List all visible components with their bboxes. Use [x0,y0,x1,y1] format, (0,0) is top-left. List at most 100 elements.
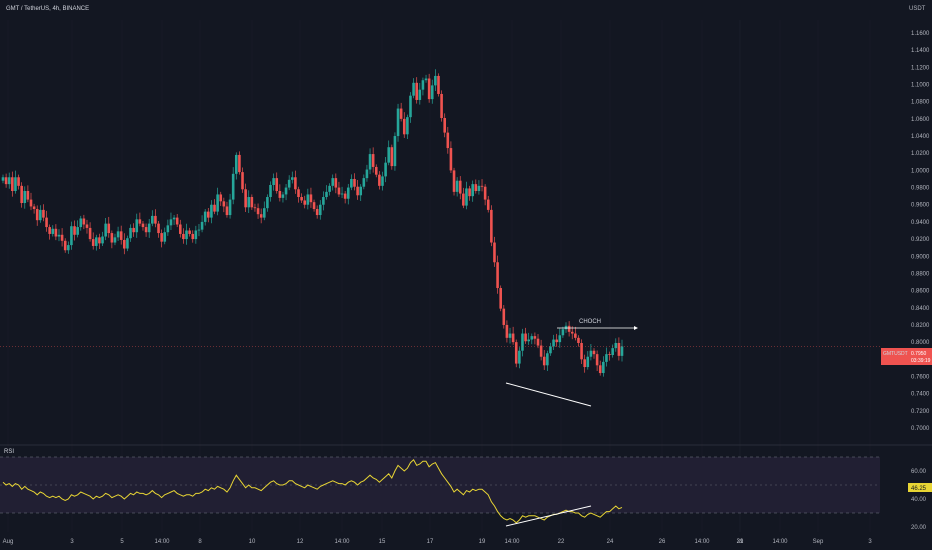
time-tick-label: 31 [737,539,744,545]
candle-body [343,193,347,199]
candle-body [368,154,372,170]
candle-body [70,226,73,246]
badge-price: 0.7950 [911,351,927,357]
candle-body [605,354,608,362]
time-tick-label: 14:00 [504,539,520,545]
candle-body [353,178,356,187]
candle-body [518,350,521,364]
candle-body [4,177,8,185]
candle-body [362,178,366,187]
price-tick-label: 0.8400 [911,306,930,312]
candle-body [346,187,350,199]
rsi-axis[interactable]: 60.00 40.00 20.00 [911,469,927,531]
candle-body [539,345,543,357]
rsi-trendline[interactable] [505,505,592,527]
candle-body [197,229,201,231]
candle-body [250,197,254,208]
candle-body [536,338,540,346]
candle-body [241,172,244,190]
candle-body [598,365,602,374]
candle-body [51,228,55,234]
candle-body [175,217,179,225]
candle-body [378,174,381,186]
candle-body [486,199,490,210]
candle-body [542,356,546,366]
time-tick-label: 19 [479,539,486,545]
candle-body [160,233,163,242]
candle-body [322,197,325,205]
candle-body [384,162,387,177]
candle-body [427,78,431,100]
candle-body [549,346,552,354]
price-tick-label: 0.7400 [911,392,930,398]
candle-body [617,342,621,356]
price-tick-label: 1.0600 [911,117,930,123]
time-tick-label: 5 [120,539,124,545]
price-tick-label: 0.9400 [911,220,930,226]
candle-body [586,356,590,368]
candle-body [48,227,51,234]
candle-body [471,184,474,197]
candle-body [546,353,549,366]
candle-body [493,242,496,263]
candle-body [390,147,394,167]
candle-body [11,177,14,191]
price-tick-label: 1.0800 [911,100,930,106]
candle-body [468,188,471,197]
candle-body [169,219,173,226]
candle-body [614,342,618,349]
candle-body [1,177,5,181]
price-tick-label: 1.1000 [911,83,930,89]
candle-body [182,233,185,240]
candle-body [297,189,300,198]
candle-body [57,234,61,237]
candle-body [135,219,139,233]
candle-body [359,186,363,196]
candle-body [393,136,397,167]
candle-body [356,186,359,196]
candle-body [234,154,238,174]
price-tick-label: 0.9000 [911,254,930,260]
candle-body [262,208,266,218]
price-tick-label: 0.8600 [911,289,930,295]
symbol-title: GMT / TetherUS, 4h, BINANCE [6,6,89,12]
candle-body [54,228,58,237]
candle-body [35,209,39,221]
candle-body [424,78,428,81]
candle-body [381,176,384,186]
candle-body [32,206,36,210]
candle-body [163,232,167,242]
candle-body [225,206,229,216]
candle-body [527,339,530,342]
time-tick-label: 10 [249,539,256,545]
candle-body [325,191,328,198]
time-tick-label: Aug [3,539,14,545]
candle-body [185,230,188,240]
candle-body [474,184,478,191]
candle-body [592,350,596,355]
price-badge [881,348,932,365]
time-axis[interactable]: Aug 3 5 14:00 8 10 12 14:00 15 17 19 14:00 22 24 26 14:… [3,539,873,545]
time-tick-label: 14:00 [772,539,788,545]
candle-body [580,342,583,360]
grid-lines [7,20,871,532]
price-trendline[interactable] [505,382,592,407]
candle-body [206,211,210,218]
candle-body [552,339,555,347]
rsi-tick-label: 40.00 [911,497,927,503]
candle-body [123,239,126,249]
candle-body [449,148,453,171]
candle-body [29,199,33,207]
candle-body [82,218,86,225]
candle-body [315,209,319,216]
price-tick-label: 0.8000 [911,340,930,346]
badge-symbol: GMTUSDT [883,351,908,357]
time-tick-label: 14:00 [154,539,170,545]
candle-body [443,118,446,133]
candle-body [300,197,303,201]
candle-body [216,194,219,212]
candle-body [620,346,624,356]
rsi-tick-label: 20.00 [911,525,927,531]
